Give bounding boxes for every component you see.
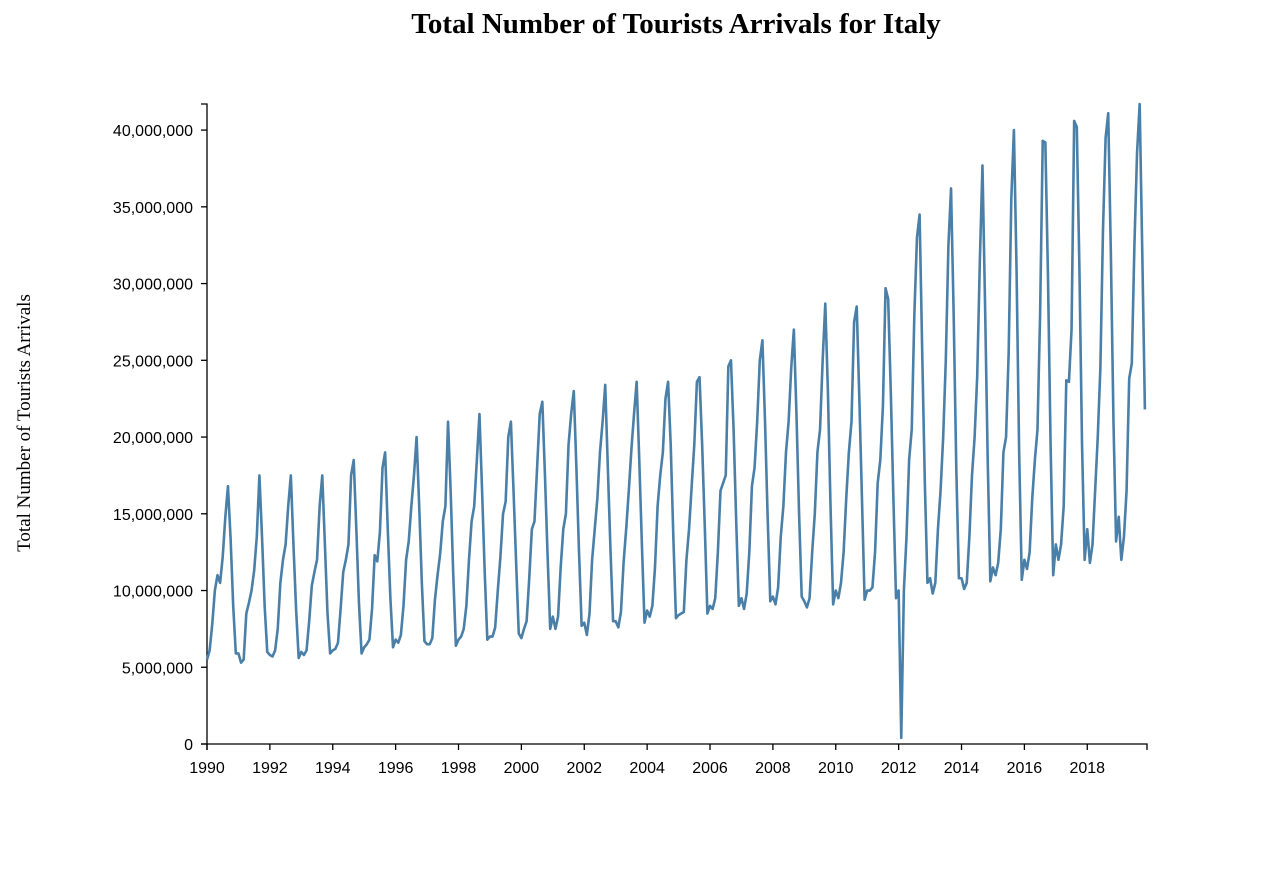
y-tick-label: 20,000,000 bbox=[113, 430, 193, 447]
x-tick-label: 2006 bbox=[692, 760, 728, 777]
series-group bbox=[205, 102, 1147, 740]
y-tick-label: 15,000,000 bbox=[113, 507, 193, 524]
x-tick-label: 1996 bbox=[378, 760, 414, 777]
x-tick-label: 2008 bbox=[755, 760, 791, 777]
y-axis-title: Total Number of Tourists Arrivals bbox=[14, 294, 35, 552]
y-tick-label: 0 bbox=[184, 737, 193, 754]
x-tick-label: 1994 bbox=[315, 760, 351, 777]
x-tick-label: 2018 bbox=[1069, 760, 1105, 777]
y-axis: 0 5,000,000 10,000,000 15,000,000 20,000,000… bbox=[113, 103, 208, 754]
x-tick-label: 2014 bbox=[944, 760, 980, 777]
x-tick-label: 2016 bbox=[1007, 760, 1043, 777]
x-tick-label: 1998 bbox=[441, 760, 477, 777]
y-tick-label: 35,000,000 bbox=[113, 200, 193, 217]
x-tick-label: 2002 bbox=[566, 760, 602, 777]
x-tick-label: 2000 bbox=[504, 760, 540, 777]
x-tick-label: 2010 bbox=[818, 760, 854, 777]
x-axis-line bbox=[206, 743, 1148, 750]
x-tick-label: 2004 bbox=[629, 760, 665, 777]
y-axis-line bbox=[201, 103, 208, 745]
x-axis: 1990 1992 1994 1996 1998 2000 2002 2004 2006 2008… bbox=[189, 743, 1148, 777]
y-tick-label: 10,000,000 bbox=[113, 584, 193, 601]
y-tick-label: 30,000,000 bbox=[113, 277, 193, 294]
y-tick-label: 5,000,000 bbox=[122, 660, 193, 677]
x-tick-label: 1992 bbox=[252, 760, 288, 777]
y-tick-label: 40,000,000 bbox=[113, 123, 193, 140]
chart-title: Total Number of Tourists Arrivals for It… bbox=[411, 8, 941, 40]
series-line-0 bbox=[205, 102, 1147, 740]
x-tick-label: 1990 bbox=[189, 760, 225, 777]
y-tick-label: 25,000,000 bbox=[113, 353, 193, 370]
x-tick-label: 2012 bbox=[881, 760, 917, 777]
